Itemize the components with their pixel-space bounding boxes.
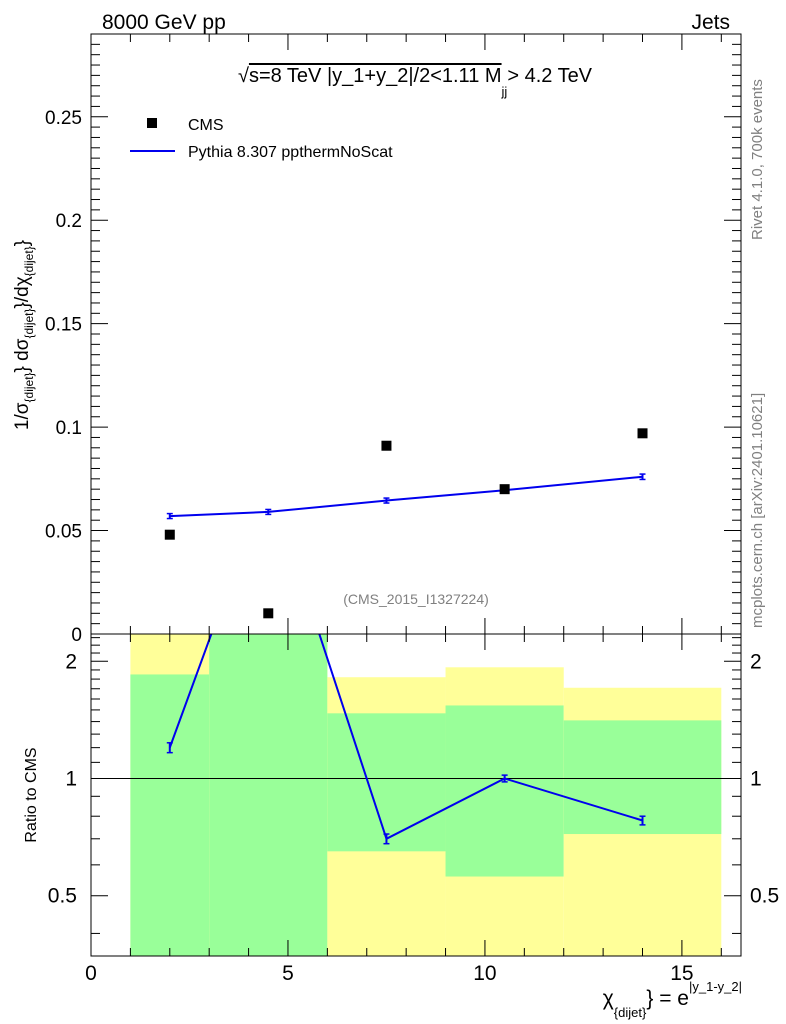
ylabel-f: {dijet} (22, 246, 36, 276)
main-y-tick-label: 0.1 (56, 418, 82, 439)
header-right: Jets (691, 11, 730, 34)
ratio-band-inner-2 (327, 713, 446, 852)
ratio-point (501, 774, 508, 783)
ylabel-g: } (12, 240, 33, 246)
main-y-tick-label: 0.05 (45, 522, 82, 543)
ratio-point (166, 742, 173, 754)
legend-marker-cms (147, 118, 157, 128)
plot-title: √s=8 TeV |y_1+y_2|/2<1.11 Mjj> 4.2 TeV (238, 65, 593, 99)
pythia-point (639, 473, 646, 481)
x-axis-label: χ{dijet}} = e|y_1-y_2| (603, 979, 742, 1020)
ratio-point (265, 475, 271, 481)
side-label-mcplots: mcplots.cern.ch [arXiv:2401.10621] (749, 393, 766, 628)
ratio-band-inner-1 (209, 634, 328, 956)
pythia-point (166, 512, 173, 520)
ylabel-b: {dijet} (22, 372, 36, 402)
cms-data-point (263, 608, 274, 619)
title-post: > 4.2 TeV (507, 65, 592, 87)
xlabel-sup: |y_1-y_2| (689, 979, 742, 994)
ratio-y-tick-label: 0.5 (48, 885, 77, 908)
ratio-bands (130, 634, 722, 956)
ratio-y-tick-label-right: 2 (750, 650, 762, 673)
title-sub: jj (501, 84, 508, 99)
ratio-y-tick-label-right: 1 (750, 767, 762, 790)
cms-data-point (499, 484, 510, 495)
main-y-tick-label-zero: 0 (71, 625, 82, 646)
ratio-band-inner-4 (563, 720, 722, 835)
xlabel-sub: {dijet} (614, 1005, 647, 1020)
ratio-y-tick-label: 2 (65, 650, 77, 673)
ratio-y-axis-label: Ratio to CMS (23, 747, 40, 842)
ylabel-e: }/dχ (12, 276, 33, 308)
pythia-point (265, 508, 272, 516)
ratio-plot-frame (90, 633, 742, 957)
title-pre: s=8 TeV |y_1+y_2|/2<1.11 M (249, 65, 502, 87)
main-y-tick-label: 0.25 (45, 108, 82, 129)
analysis-annotation: (CMS_2015_I1327224) (343, 591, 489, 607)
header-left: 8000 GeV pp (102, 11, 226, 34)
ylabel-c: } dσ (12, 338, 33, 372)
ratio-y-tick-label: 1 (65, 767, 77, 790)
xlabel-chi: χ (603, 987, 614, 1010)
xlabel-mid: } = e (646, 987, 689, 1010)
title-root: √ (238, 65, 249, 87)
ratio-point (639, 815, 646, 826)
main-y-tick-label: 0.15 (45, 315, 82, 336)
cms-data-point (164, 529, 175, 540)
main-y-tick-label: 0.2 (56, 211, 82, 232)
cms-data-point (381, 440, 392, 451)
ratio-band-inner-0 (130, 674, 210, 956)
cms-data-point (637, 428, 648, 439)
main-series (164, 428, 648, 619)
main-y-axis-label: 1/σ{dijet}} dσ{dijet}}/dχ{dijet}} (12, 240, 36, 430)
pythia-point (383, 497, 390, 504)
ratio-y-tick-label-right: 0.5 (750, 885, 779, 908)
x-tick-label: 15 (670, 962, 693, 985)
pythia-line (169, 475, 643, 518)
ylabel-a: 1/σ (12, 402, 33, 430)
legend-label-pythia: Pythia 8.307 ppthermNoScat (188, 144, 393, 161)
ratio-series (166, 475, 646, 845)
x-tick-label: 0 (85, 962, 97, 985)
ratio-point (383, 833, 390, 845)
x-tick-label: 10 (473, 962, 496, 985)
x-tick-label: 5 (282, 962, 294, 985)
axis-ticks: 0 5 10 15 0.05 0.1 0.15 0.2 0.25 0 0.5 0.5 1 1 2 2 (45, 33, 779, 985)
legend-label-cms: CMS (188, 117, 224, 134)
ylabel-d: {dijet} (22, 309, 36, 339)
side-label-rivet: Rivet 4.1.0, 700k events (749, 79, 766, 240)
